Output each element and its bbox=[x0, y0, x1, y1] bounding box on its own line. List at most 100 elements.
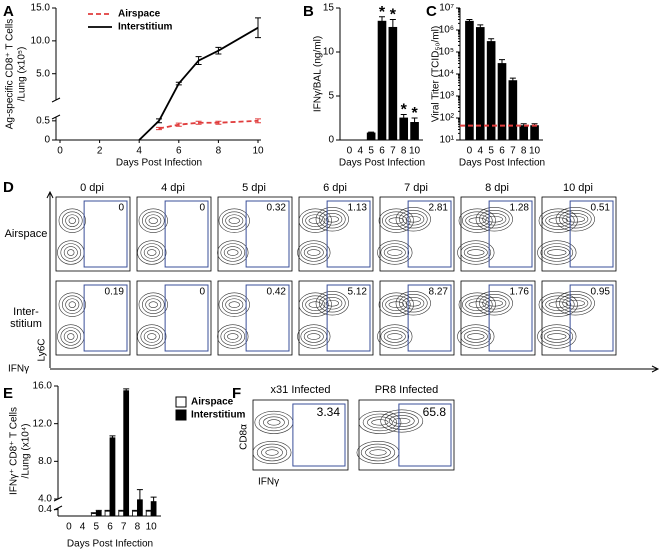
y-tick-label: 15 bbox=[323, 3, 335, 14]
error-bar bbox=[466, 19, 473, 22]
error-bar bbox=[520, 123, 527, 126]
bar bbox=[410, 122, 419, 141]
contour bbox=[545, 214, 572, 227]
bar bbox=[118, 510, 125, 517]
contour bbox=[223, 330, 242, 343]
bar bbox=[508, 80, 518, 141]
x-tick-label: 5 bbox=[94, 522, 100, 533]
error-bar bbox=[123, 388, 130, 391]
contour bbox=[460, 327, 492, 346]
gate bbox=[326, 284, 371, 352]
x-tick-label: 4 bbox=[80, 522, 86, 533]
legend-label: Airspace bbox=[191, 397, 234, 408]
bar bbox=[95, 510, 102, 517]
contour bbox=[538, 208, 578, 233]
y-tick-label: 10⁵ bbox=[439, 47, 454, 58]
y-tick-label: 0 bbox=[328, 135, 334, 146]
error-bar bbox=[411, 117, 418, 123]
contour bbox=[137, 240, 167, 265]
contour bbox=[381, 211, 411, 230]
bar bbox=[399, 117, 409, 141]
error-bar bbox=[488, 38, 495, 42]
contour bbox=[322, 296, 343, 310]
contour bbox=[61, 211, 83, 230]
legend-label: Airspace bbox=[118, 9, 161, 20]
contour bbox=[141, 295, 165, 314]
gate bbox=[407, 200, 452, 268]
contour bbox=[380, 409, 424, 433]
contour bbox=[303, 246, 324, 259]
contour bbox=[218, 208, 250, 233]
x-axis-label: Days Post Infection bbox=[116, 158, 202, 169]
contour bbox=[263, 416, 285, 429]
y-axis-label: Ag-specific CD8⁺ T Cells bbox=[5, 19, 16, 130]
gate bbox=[407, 284, 452, 352]
panel-label: E bbox=[3, 385, 13, 402]
contour bbox=[559, 294, 592, 313]
contour bbox=[461, 211, 493, 230]
column-header: 4 dpi bbox=[161, 182, 185, 194]
x-tick-label: 8 bbox=[401, 146, 407, 157]
y-axis-label: /Lung (x10⁵) bbox=[17, 47, 28, 102]
contour bbox=[228, 301, 240, 308]
contour bbox=[265, 449, 279, 456]
y-tick-label: 12.0 bbox=[33, 418, 53, 429]
contour bbox=[143, 246, 160, 259]
column-header: 8 dpi bbox=[485, 182, 509, 194]
bar bbox=[145, 510, 152, 517]
y-tick-label: 10³ bbox=[440, 91, 455, 102]
gate-value: 0.95 bbox=[591, 287, 611, 298]
gate-value: 0 bbox=[118, 203, 124, 214]
x-tick-label: 0 bbox=[66, 522, 72, 533]
error-bar bbox=[175, 81, 182, 86]
y-tick-label: 4.0 bbox=[38, 494, 52, 505]
significance-mark: * bbox=[401, 102, 408, 119]
contour bbox=[405, 215, 421, 223]
series-line bbox=[158, 119, 259, 130]
y-tick-label: 0.4 bbox=[38, 504, 52, 515]
contour bbox=[60, 243, 82, 262]
contour bbox=[60, 327, 82, 346]
x-tick-label: 4 bbox=[478, 146, 484, 157]
gate bbox=[83, 200, 128, 268]
bar bbox=[497, 63, 507, 141]
x-axis-label: Days Post Infection bbox=[459, 158, 545, 169]
column-header: 10 dpi bbox=[563, 182, 593, 194]
error-bar bbox=[145, 509, 152, 512]
contour bbox=[305, 298, 326, 311]
series-line bbox=[138, 26, 259, 141]
contour bbox=[547, 249, 567, 256]
error-bar bbox=[131, 509, 138, 512]
contour bbox=[541, 211, 575, 230]
contour bbox=[145, 214, 162, 227]
x-tick-label: 6 bbox=[499, 146, 505, 157]
contour bbox=[565, 299, 585, 307]
panel-label: C bbox=[426, 3, 437, 20]
gate-value: 5.12 bbox=[348, 287, 368, 298]
x-tick-label: 0 bbox=[467, 146, 473, 157]
error-bar bbox=[118, 509, 125, 512]
contour bbox=[308, 301, 322, 308]
contour bbox=[225, 298, 244, 311]
y-axis-label: IFNγ/BAL (ng/ml) bbox=[313, 36, 324, 112]
x-tick-label: 8 bbox=[521, 146, 527, 157]
contour bbox=[461, 295, 493, 314]
contour bbox=[395, 207, 431, 232]
x-tick-label: 2 bbox=[97, 146, 103, 157]
gate bbox=[164, 284, 209, 352]
contour bbox=[137, 324, 167, 349]
contour bbox=[458, 292, 496, 317]
y-axis-label: IFNγ⁺ CD8⁺ T Cells bbox=[9, 407, 20, 495]
gate bbox=[245, 200, 290, 268]
contour bbox=[395, 291, 431, 316]
contour bbox=[217, 240, 249, 265]
contour bbox=[267, 419, 281, 426]
gate-value: 0.19 bbox=[105, 287, 125, 298]
contour bbox=[479, 210, 510, 229]
contour bbox=[378, 208, 414, 233]
bar bbox=[137, 499, 143, 517]
contour bbox=[559, 210, 592, 229]
bar bbox=[519, 125, 529, 141]
y-tick-label: 10⁴ bbox=[439, 69, 454, 80]
